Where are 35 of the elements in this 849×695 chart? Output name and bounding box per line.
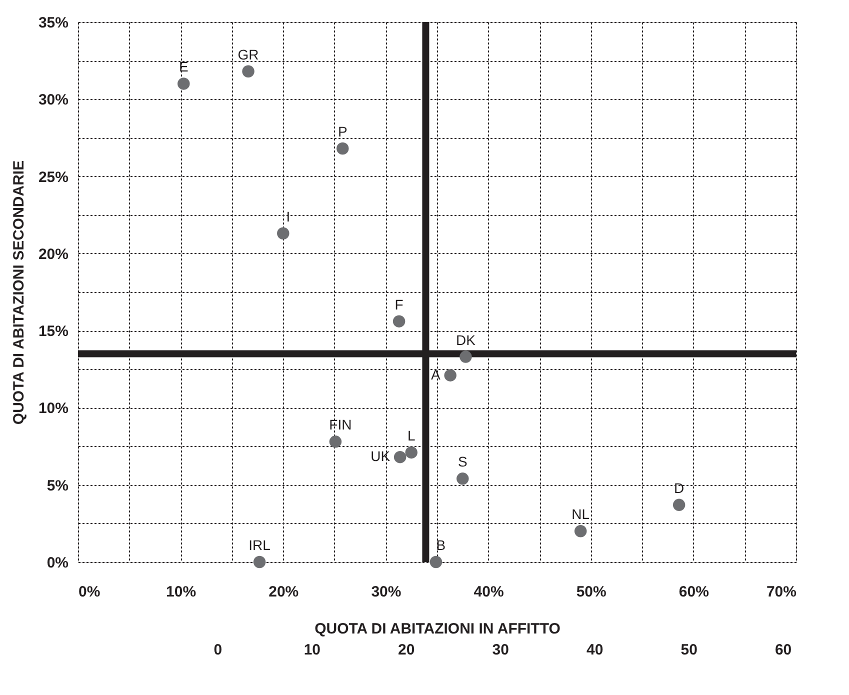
x2-tick-label: 30 bbox=[492, 642, 509, 658]
series-label: UK bbox=[370, 448, 391, 464]
series-label: P bbox=[338, 124, 348, 140]
x2-tick-label: 0 bbox=[214, 642, 222, 658]
series-label: F bbox=[394, 296, 404, 312]
x-tick-label: 20% bbox=[268, 584, 299, 600]
y-tick-label: 0% bbox=[46, 554, 68, 572]
y-axis-title: QUOTA DI ABITAZIONI SECONDARIE bbox=[10, 160, 28, 425]
y-tick-label: 5% bbox=[46, 477, 68, 494]
y-tick-label: 25% bbox=[38, 168, 68, 186]
x2-tick-label: 20 bbox=[398, 642, 415, 658]
x-tick-label: 70% bbox=[766, 584, 796, 600]
x2-tick-label: 60 bbox=[774, 642, 792, 658]
x-tick-label: 40% bbox=[474, 584, 504, 600]
x2-tick-label: 10 bbox=[304, 642, 321, 658]
series-label: FIN bbox=[329, 416, 352, 433]
x-axis-title: QUOTA DI ABITAZIONI IN AFFITTO bbox=[314, 620, 561, 638]
series-label: DK bbox=[456, 332, 476, 348]
y-tick-label: 30% bbox=[38, 92, 68, 109]
x2-tick-label: 50 bbox=[680, 642, 698, 658]
y-tick-label: 35% bbox=[38, 14, 68, 32]
x-tick-label: 10% bbox=[166, 584, 196, 600]
y-tick-label: 20% bbox=[38, 246, 68, 263]
series-label: L bbox=[407, 427, 416, 444]
x-tick-label: 30% bbox=[371, 584, 402, 600]
x2-tick-label: 40 bbox=[586, 642, 604, 658]
x-tick-label: 50% bbox=[576, 584, 606, 600]
series-label: GR bbox=[238, 46, 259, 62]
series-label: IRL bbox=[248, 537, 271, 553]
x-tick-label: 60% bbox=[678, 584, 709, 600]
series-label: S bbox=[458, 454, 468, 470]
series-label: NL bbox=[572, 506, 590, 522]
y-tick-label: 10% bbox=[38, 400, 68, 418]
y-tick-label: 15% bbox=[38, 323, 68, 340]
x-tick-label: 0% bbox=[78, 584, 100, 600]
